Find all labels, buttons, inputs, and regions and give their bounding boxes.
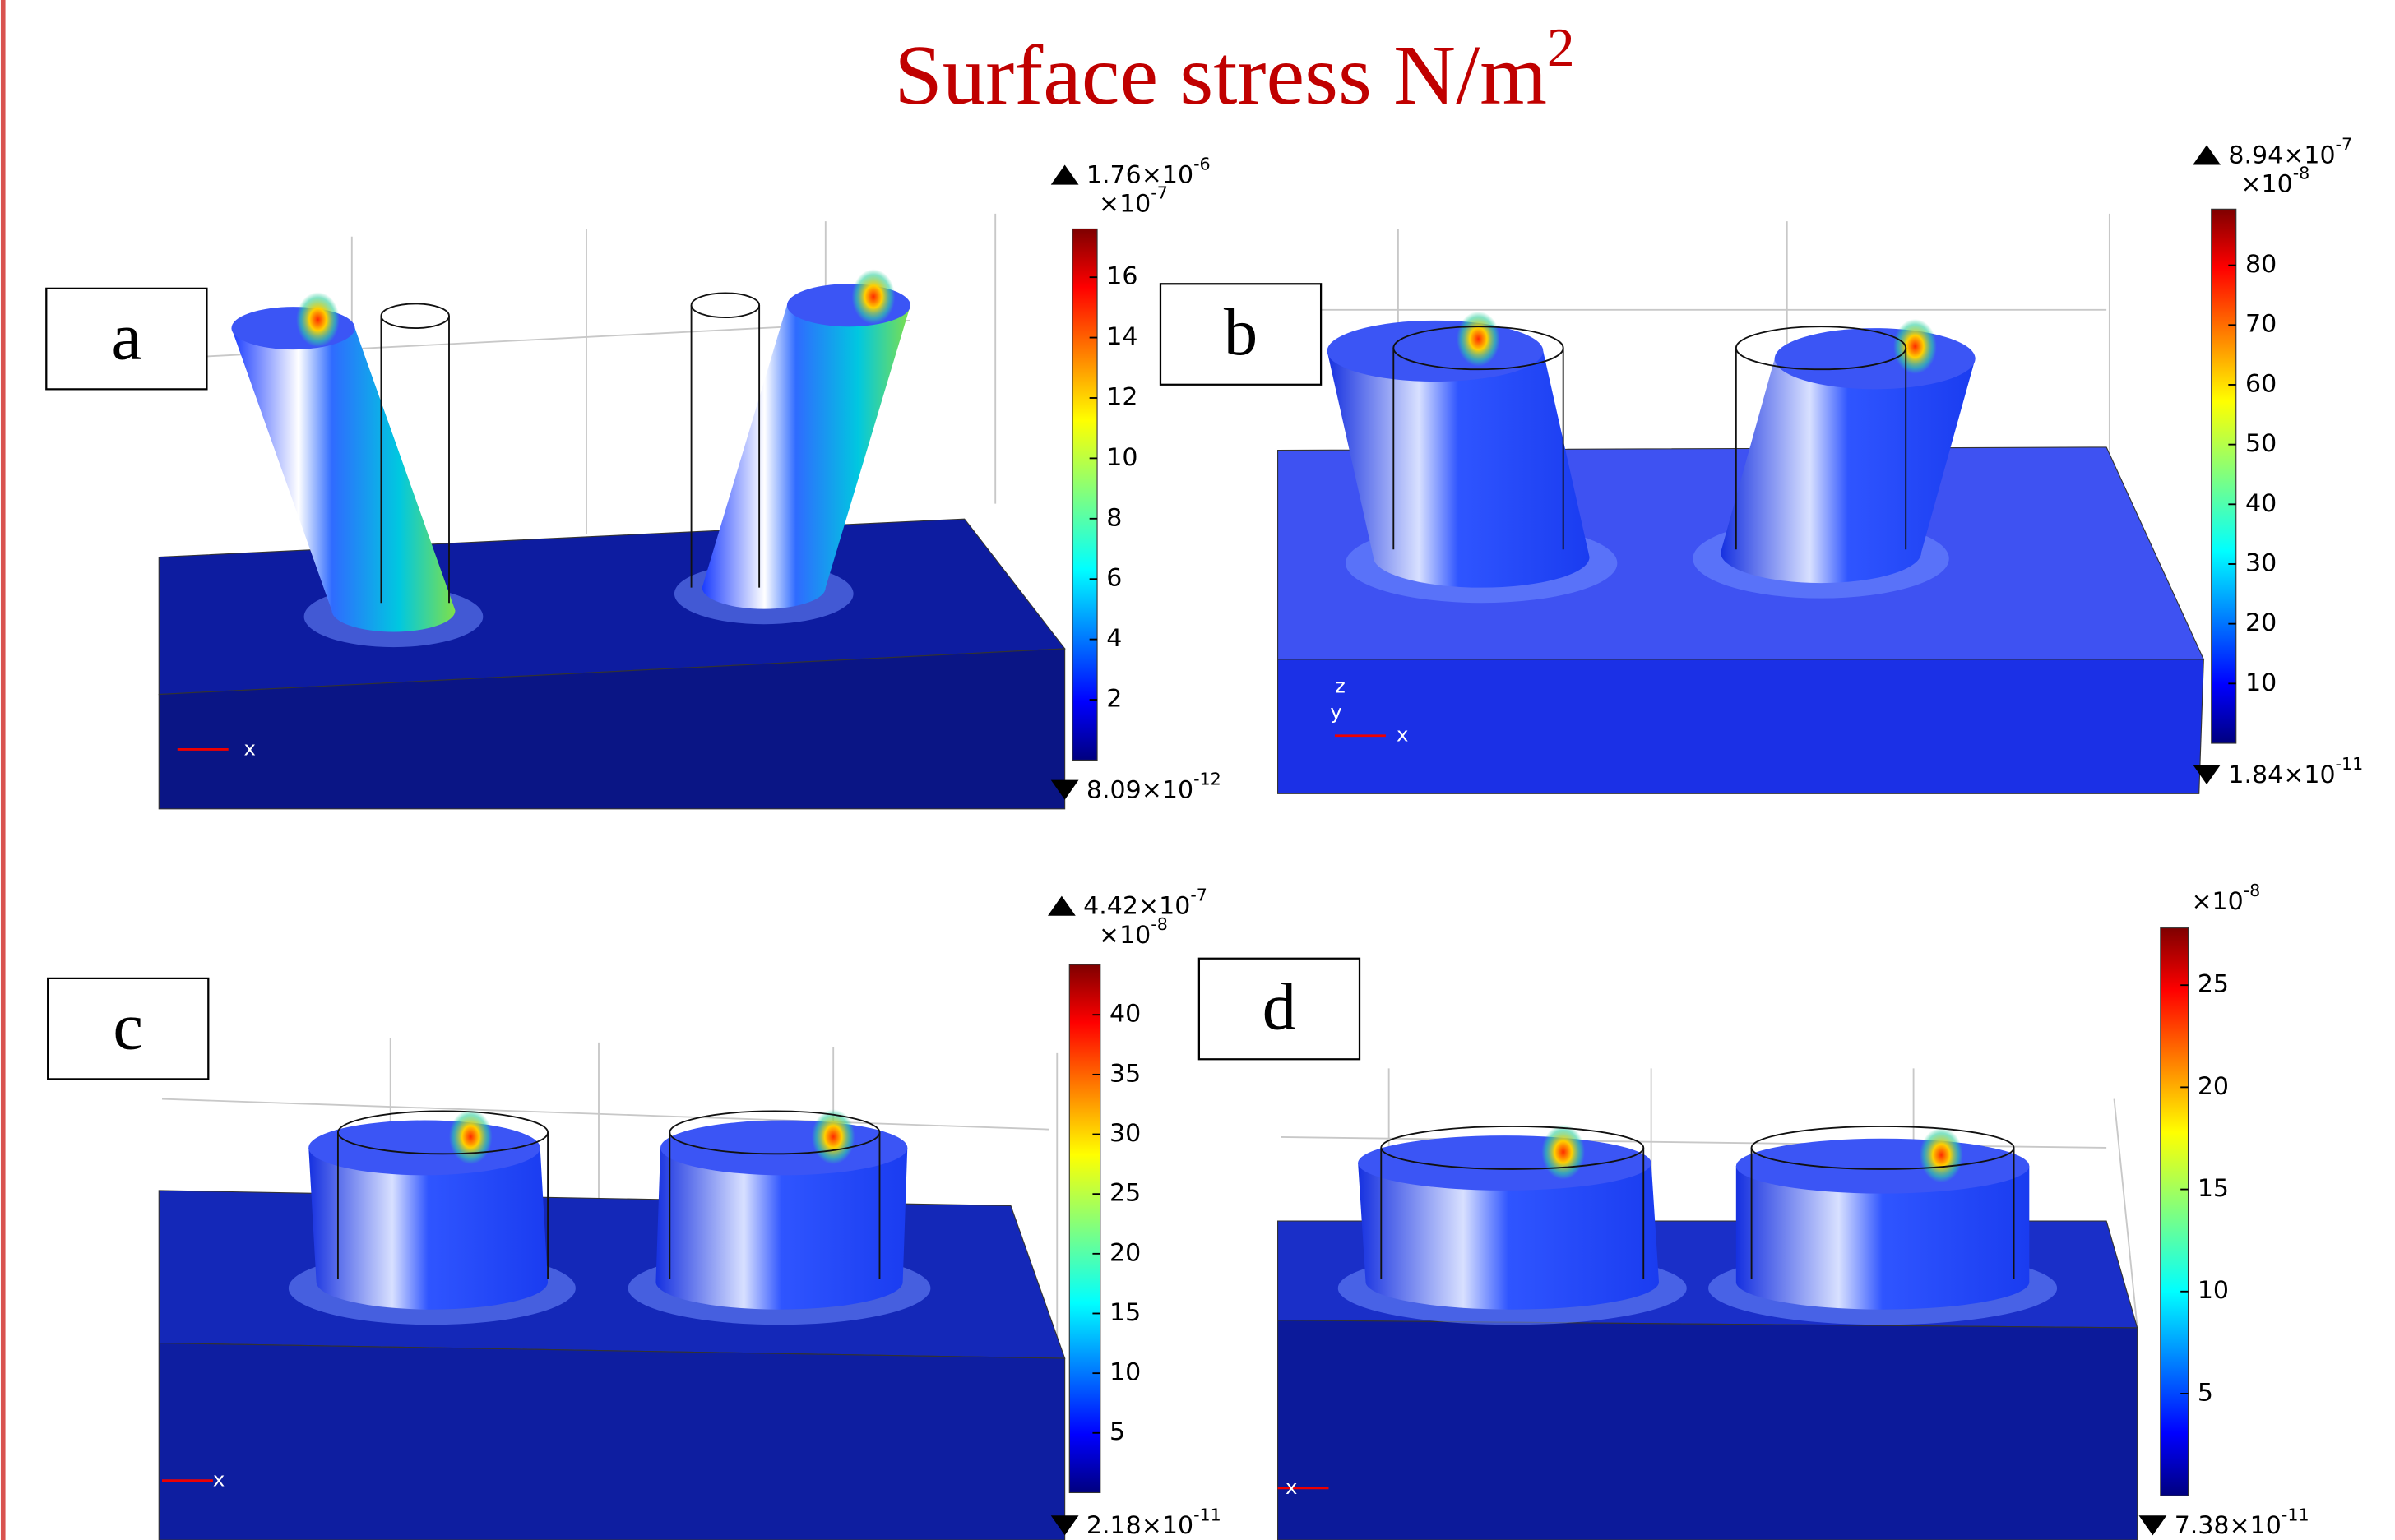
axis-triad-label: z [1335, 673, 1346, 697]
scale-exponent: -11 [2282, 1505, 2309, 1524]
colorbar-tick-label: 35 [1109, 1059, 1141, 1088]
scale-exponent: -7 [1151, 183, 1168, 203]
colorbar-tick-label: 30 [1109, 1119, 1141, 1148]
min-marker [2139, 1515, 2167, 1535]
scale-base: 8.94×10 [2228, 141, 2335, 169]
colorbar-tick-label: 15 [1109, 1298, 1141, 1327]
figure: Surface stress N/m2 ax2468101214161.76×1… [0, 0, 2395, 1540]
colorbar-tick-label: 16 [1106, 262, 1137, 291]
scale-exponent: -11 [2336, 754, 2364, 774]
block-front [1278, 1320, 2138, 1540]
scale-base: 1.76×10 [1086, 160, 1193, 189]
block-top [159, 1191, 1064, 1358]
axis-triad-label: x [1397, 723, 1408, 747]
hot-spot [449, 1109, 493, 1164]
wireframe-top [381, 303, 449, 328]
scale-exponent: -6 [1193, 155, 1211, 174]
scale-label: ×10-8 [2191, 881, 2260, 915]
max-marker [1051, 164, 1079, 184]
colorbar-tick-label: 12 [1106, 383, 1137, 412]
colorbar-tick-label: 40 [1109, 1000, 1141, 1029]
panel-label: c [113, 989, 143, 1064]
colorbar-tick-label: 25 [2198, 970, 2229, 999]
scale-base: ×10 [1099, 921, 1151, 950]
scale-base: 1.84×10 [2228, 761, 2335, 789]
scale-base: 4.42×10 [1083, 891, 1190, 920]
colorbar-tick-label: 15 [2198, 1174, 2229, 1203]
wireframe-top [692, 293, 760, 317]
colorbar-tick-label: 80 [2245, 250, 2277, 279]
colorbar [1072, 229, 1097, 760]
block-front [159, 1343, 1064, 1540]
colorbar [2212, 209, 2236, 743]
title-superscript: 2 [1547, 17, 1575, 79]
colorbar-tick-label: 25 [1109, 1179, 1141, 1208]
colorbar-tick-label: 2 [1106, 685, 1122, 714]
scale-base: 7.38×10 [2175, 1511, 2282, 1540]
title-text: Surface stress N/m [894, 27, 1547, 122]
scale-exponent: -8 [2293, 164, 2310, 183]
colorbar-tick-label: 6 [1106, 564, 1122, 593]
scale-base: ×10 [1099, 189, 1151, 218]
scale-exponent: -12 [1193, 770, 1221, 789]
scale-label: 8.09×10-12 [1086, 770, 1221, 804]
scale-base: 2.18×10 [1086, 1511, 1193, 1540]
colorbar-tick-label: 40 [2245, 489, 2277, 518]
scale-label: 2.18×10-11 [1086, 1505, 1221, 1539]
scale-exponent: -8 [1151, 914, 1168, 934]
colorbar-tick-label: 10 [1106, 443, 1137, 472]
panel-label: d [1262, 969, 1296, 1044]
axis-triad-label: x [213, 1468, 225, 1491]
scale-label: 7.38×10-11 [2175, 1505, 2309, 1539]
scale-label: 8.94×10-7 [2228, 134, 2352, 169]
block-front [1278, 659, 2204, 793]
hot-spot [296, 292, 340, 347]
colorbar [1069, 964, 1100, 1492]
colorbar-tick-label: 20 [1109, 1238, 1141, 1267]
scale-label: 4.42×10-7 [1083, 886, 1207, 920]
cylinder-top [308, 1121, 540, 1176]
hot-spot [1457, 312, 1500, 367]
axis-triad-label: x [243, 737, 255, 761]
scale-exponent: -7 [2336, 134, 2353, 154]
hot-spot [1893, 319, 1937, 374]
colorbar-tick-label: 20 [2245, 608, 2277, 637]
scale-label: 1.76×10-6 [1086, 155, 1211, 189]
max-marker [1048, 896, 1076, 916]
scale-base: 8.09×10 [1086, 775, 1193, 804]
scale-exponent: -7 [1190, 886, 1207, 905]
title: Surface stress N/m2 [894, 17, 1574, 123]
hot-spot [1920, 1127, 1963, 1182]
scale-base: ×10 [2240, 169, 2292, 198]
colorbar-tick-label: 70 [2245, 310, 2277, 339]
colorbar-tick-label: 14 [1106, 322, 1137, 351]
page: {"title": {"text": "Surface stress N/m",… [0, 0, 2395, 1540]
colorbar-tick-label: 10 [2198, 1276, 2229, 1305]
hot-spot [1541, 1125, 1585, 1180]
colorbar-tick-label: 8 [1106, 503, 1122, 532]
scale-exponent: -11 [1193, 1505, 1221, 1524]
panel-label: a [112, 299, 142, 374]
scale-exponent: -8 [2244, 881, 2261, 900]
colorbar-tick-label: 20 [2198, 1072, 2229, 1101]
cylinder-top [1775, 328, 1976, 389]
colorbar-tick-label: 60 [2245, 370, 2277, 399]
colorbar-tick-label: 5 [2198, 1379, 2213, 1408]
colorbar-tick-label: 50 [2245, 429, 2277, 458]
axis-triad-label: y [1330, 700, 1341, 724]
cylinder-top [1736, 1139, 2029, 1194]
scale-base: ×10 [2191, 887, 2243, 916]
max-marker [2193, 145, 2221, 164]
colorbar-tick-label: 5 [1109, 1417, 1125, 1446]
colorbar [2161, 928, 2189, 1496]
panel-label: b [1224, 294, 1258, 369]
axis-triad-label: x [1286, 1475, 1297, 1499]
colorbar-tick-label: 10 [1109, 1358, 1141, 1387]
grid-line [162, 1099, 1049, 1130]
scale-label: 1.84×10-11 [2228, 754, 2363, 788]
colorbar-tick-label: 30 [2245, 549, 2277, 578]
colorbar-tick-label: 10 [2245, 668, 2277, 697]
hot-spot [852, 269, 896, 324]
colorbar-tick-label: 4 [1106, 624, 1122, 653]
